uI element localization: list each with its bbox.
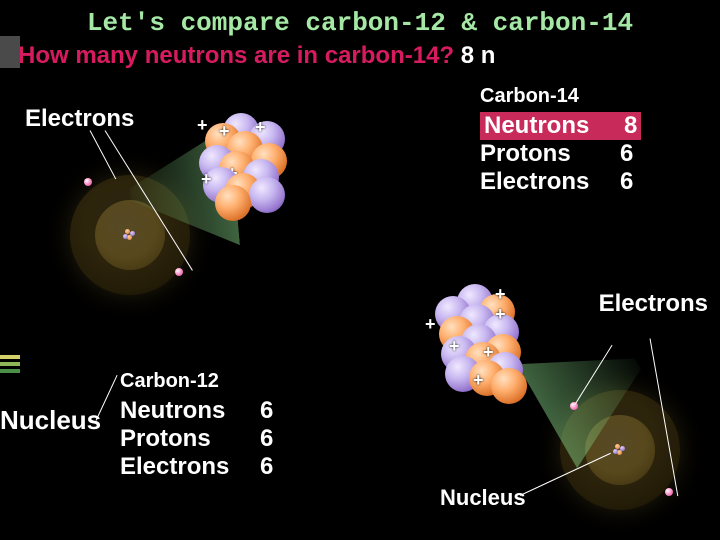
label-nucleus-left: Nucleus bbox=[0, 405, 101, 436]
pointer-electron-left-1 bbox=[90, 130, 117, 179]
proton-plus-icon: + bbox=[473, 370, 484, 391]
mini-nucleus-c12 bbox=[122, 227, 138, 243]
info-value: 8 bbox=[620, 112, 641, 140]
info-row: Neutrons6 bbox=[120, 397, 273, 425]
info-row: Protons6 bbox=[120, 425, 273, 453]
marker-3 bbox=[0, 369, 20, 373]
proton-plus-icon: + bbox=[495, 284, 506, 305]
carbon14-info: Carbon-14 Neutrons8Protons6Electrons6 bbox=[480, 85, 641, 196]
electron-c12-1 bbox=[84, 178, 92, 186]
question-answer: 8 n bbox=[461, 42, 496, 69]
sidebar-markers bbox=[0, 355, 20, 376]
proton-plus-icon: + bbox=[201, 169, 212, 190]
info-value: 6 bbox=[260, 453, 273, 481]
carbon14-title: Carbon-14 bbox=[480, 85, 641, 108]
label-nucleus-right: Nucleus bbox=[440, 485, 526, 511]
proton-plus-icon: + bbox=[495, 304, 506, 325]
info-value: 6 bbox=[620, 140, 633, 168]
proton-plus-icon: + bbox=[483, 342, 494, 363]
info-row: Protons6 bbox=[480, 140, 641, 168]
info-label: Electrons bbox=[120, 453, 260, 481]
carbon12-rows: Neutrons6Protons6Electrons6 bbox=[120, 397, 273, 481]
mini-nucleus-c14 bbox=[612, 442, 628, 458]
info-label: Neutrons bbox=[120, 397, 260, 425]
proton-sphere bbox=[215, 185, 251, 221]
info-row: Neutrons8 bbox=[480, 112, 641, 140]
sidebar-tab bbox=[0, 36, 20, 68]
slide-title: Let's compare carbon-12 & carbon-14 bbox=[0, 0, 720, 38]
neutron-sphere bbox=[249, 177, 285, 213]
info-label: Protons bbox=[480, 140, 620, 168]
carbon12-info: Carbon-12 Neutrons6Protons6Electrons6 bbox=[120, 370, 273, 481]
pointer-nucleus-left bbox=[96, 375, 118, 421]
label-electrons-right: Electrons bbox=[599, 290, 708, 318]
info-label: Electrons bbox=[480, 168, 620, 196]
info-row: Electrons6 bbox=[120, 453, 273, 481]
electron-c12-2 bbox=[175, 268, 183, 276]
slide-question: How many neutrons are in carbon-14? 8 n bbox=[0, 42, 720, 70]
proton-plus-icon: + bbox=[425, 314, 436, 335]
proton-plus-icon: + bbox=[255, 117, 266, 138]
info-value: 6 bbox=[260, 425, 273, 453]
proton-plus-icon: + bbox=[219, 121, 230, 142]
info-label: Neutrons bbox=[480, 112, 620, 140]
proton-plus-icon: + bbox=[449, 336, 460, 357]
question-text: How many neutrons are in carbon-14? bbox=[18, 42, 454, 69]
info-value: 6 bbox=[620, 168, 633, 196]
electron-c14-2 bbox=[665, 488, 673, 496]
carbon14-rows: Neutrons8Protons6Electrons6 bbox=[480, 112, 641, 196]
info-label: Protons bbox=[120, 425, 260, 453]
carbon12-title: Carbon-12 bbox=[120, 370, 273, 393]
proton-plus-icon: + bbox=[197, 115, 208, 136]
info-value: 6 bbox=[260, 397, 273, 425]
info-row: Electrons6 bbox=[480, 168, 641, 196]
marker-1 bbox=[0, 355, 20, 359]
marker-2 bbox=[0, 362, 20, 366]
proton-sphere bbox=[491, 368, 527, 404]
label-electrons-left: Electrons bbox=[25, 105, 134, 133]
